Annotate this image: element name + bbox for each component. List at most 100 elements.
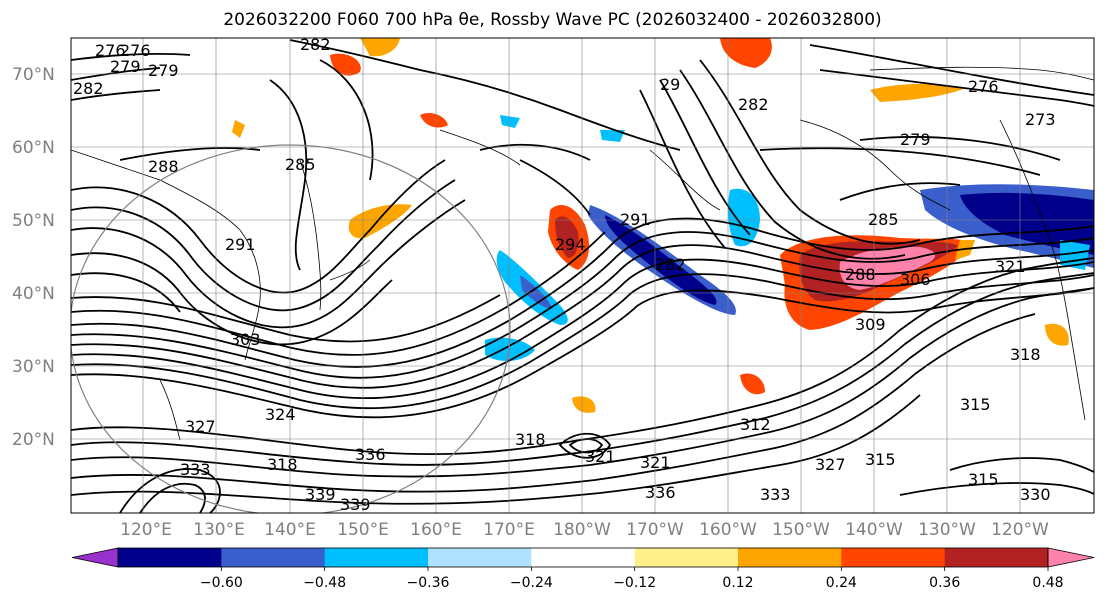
- contour-label: 336: [645, 483, 676, 502]
- colorbar-segment: [118, 548, 222, 567]
- colorbar-segment: [531, 548, 636, 567]
- colorbar-segment: [841, 548, 946, 567]
- strong-negative-anomaly-band: [605, 215, 717, 305]
- contour-label: 327: [185, 417, 216, 436]
- lon-label: 170°E: [483, 520, 535, 540]
- positive-anomaly-edge: [955, 240, 975, 260]
- contour-label: 303: [230, 330, 261, 349]
- contour-label: 309: [855, 315, 886, 334]
- colorbar-tick-label: −0.48: [303, 575, 346, 591]
- colorbar-tick-label: −0.36: [407, 575, 450, 591]
- lon-label: 130°W: [918, 520, 976, 540]
- contour-label: 282: [655, 255, 686, 274]
- contour-label-group: 276 279 282 282 276 279 282 288 285 291 …: [73, 35, 1056, 514]
- colorbar-segment: [738, 548, 842, 567]
- contour-label: 315: [968, 470, 999, 489]
- colorbar-segment: [324, 548, 429, 567]
- contour-label: 276: [968, 77, 999, 96]
- contour-label: 288: [148, 157, 179, 176]
- contour-label: 333: [760, 485, 791, 504]
- longitude-labels: 120°E 130°E 140°E 150°E 160°E 170°E 180°…: [120, 520, 1049, 540]
- map-title: 2026032200 F060 700 hPa θe, Rossby Wave …: [223, 10, 882, 30]
- lat-label: 70°N: [12, 65, 55, 85]
- positive-anomaly-south-2: [572, 396, 596, 413]
- positive-anomaly-top: [720, 38, 772, 68]
- colorbar-segment: [221, 548, 326, 567]
- lat-label: 40°N: [12, 284, 55, 304]
- colorbar-tick-label: 0.36: [929, 575, 960, 591]
- positive-anomaly-east: [1045, 323, 1069, 346]
- lon-label: 160°W: [699, 520, 757, 540]
- contour-label: 282: [73, 79, 104, 98]
- contour-label: 282: [738, 95, 769, 114]
- lon-label: 140°E: [264, 520, 316, 540]
- lon-label: 130°E: [193, 520, 245, 540]
- contour-label: 315: [865, 450, 896, 469]
- contour-label: 279: [148, 61, 179, 80]
- contour-label: 321: [995, 257, 1026, 276]
- contour-label: 315: [960, 395, 991, 414]
- negative-anomaly-north-small: [500, 115, 520, 128]
- contour-label: 330: [1020, 485, 1051, 504]
- positive-anomaly-kuril: [348, 204, 412, 239]
- contour-label: 282: [300, 35, 331, 54]
- contour-label: 279: [110, 57, 141, 76]
- lon-label: 140°W: [845, 520, 903, 540]
- plot-area: [71, 38, 1094, 513]
- coastlines: [71, 66, 1094, 441]
- lat-label: 60°N: [12, 138, 55, 158]
- contour-label: 321: [585, 447, 616, 466]
- positive-anomaly-north: [420, 113, 448, 128]
- contour-label: 339: [305, 485, 336, 504]
- contour-label: 312: [740, 415, 771, 434]
- contour-label: 276: [120, 41, 151, 60]
- negative-anomaly-alaska: [727, 188, 760, 247]
- lat-label: 20°N: [12, 430, 55, 450]
- latitude-labels: 70°N 60°N 50°N 40°N 30°N 20°N: [12, 65, 55, 450]
- lon-label: 120°E: [120, 520, 172, 540]
- contour-label: 291: [225, 235, 256, 254]
- contour-label: 306: [900, 270, 931, 289]
- colorbar-segment: [428, 548, 532, 567]
- colorbar-border: [117, 547, 1049, 568]
- lon-label: 160°E: [410, 520, 462, 540]
- positive-anomaly-dateline-core: [555, 216, 579, 258]
- strong-negative-anomaly-gulf: [960, 192, 1094, 255]
- colorbar-segment: [944, 548, 1049, 567]
- positive-anomaly-beaufort: [870, 83, 965, 102]
- contour-label: 294: [555, 235, 586, 254]
- lon-label: 120°W: [991, 520, 1049, 540]
- lon-label: 150°E: [337, 520, 389, 540]
- colorbar-tick-label: −0.60: [200, 575, 243, 591]
- colorbar-tick-label: 0.12: [722, 575, 753, 591]
- colorbar-tick-label: −0.24: [510, 575, 553, 591]
- positive-anomaly-south: [740, 373, 765, 395]
- colorbar-extend-low: [71, 547, 119, 568]
- colorbar-segment: [634, 548, 739, 567]
- colorbar: −0.60 −0.48 −0.36 −0.24 −0.12 0.12 0.24 0.36 0.4…: [71, 547, 1095, 591]
- contour-label: 279: [900, 130, 931, 149]
- contour-label: 273: [1025, 110, 1056, 129]
- lon-label: 180°W: [553, 520, 611, 540]
- contour-label: 318: [1010, 345, 1041, 364]
- plot-border: [70, 37, 1095, 514]
- contour-label: 327: [815, 455, 846, 474]
- theta-e-contours: [71, 39, 1094, 513]
- colorbar-tick-label: −0.12: [613, 575, 656, 591]
- contour-label: 285: [285, 155, 316, 174]
- colorbar-extend-high: [1047, 547, 1095, 568]
- positive-anomaly-top-left: [360, 38, 400, 57]
- lon-label: 150°W: [772, 520, 830, 540]
- contour-label: 324: [265, 405, 296, 424]
- contour-label: 285: [868, 210, 899, 229]
- contour-label: 339: [340, 495, 371, 514]
- lon-label: 170°W: [626, 520, 684, 540]
- contour-label: 318: [515, 430, 546, 449]
- lat-label: 30°N: [12, 357, 55, 377]
- negative-anomaly-north-small-2: [600, 130, 625, 142]
- contour-label: 29: [660, 75, 680, 94]
- contour-label: 318: [267, 455, 298, 474]
- negative-anomaly-small: [485, 337, 535, 362]
- contour-label: 291: [620, 210, 651, 229]
